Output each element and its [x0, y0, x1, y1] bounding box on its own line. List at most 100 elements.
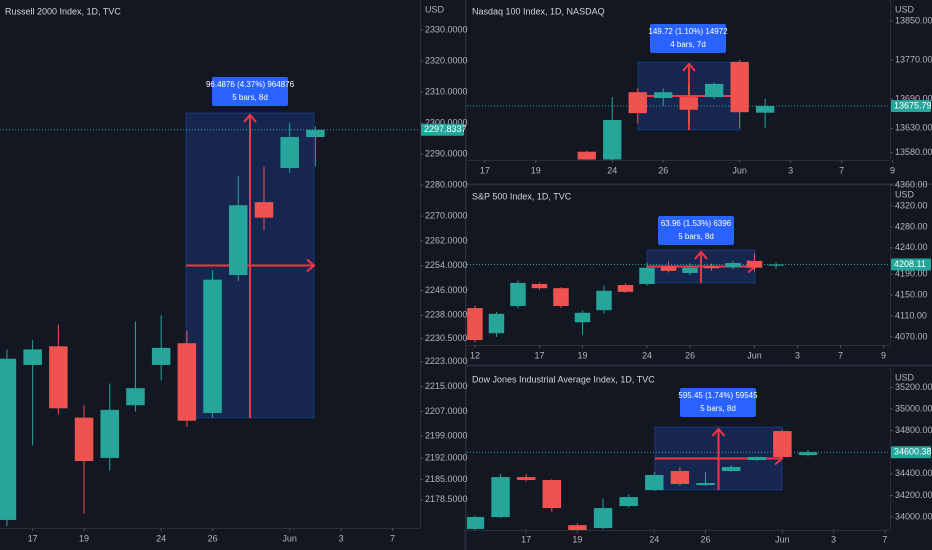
candle-body [755, 105, 775, 113]
candle-body [628, 92, 647, 114]
y-tick-label: 4070.00 [895, 331, 928, 341]
candle-body [491, 477, 510, 518]
candle-body [639, 267, 655, 284]
y-tick-label: 34400.00 [895, 468, 932, 478]
measure-tooltip [212, 77, 288, 106]
candle-body [577, 151, 596, 160]
x-tick-label: 24 [607, 165, 617, 175]
y-tick-label: 2320.0000 [425, 55, 468, 65]
measure-tooltip [650, 24, 726, 53]
x-tick-label: 7 [839, 165, 844, 175]
x-tick-label: 26 [701, 534, 711, 544]
candle-body [725, 263, 741, 268]
y-tick-label: 2246.0000 [425, 285, 468, 295]
candle-body [467, 517, 485, 529]
x-tick-label: Jun [775, 534, 790, 544]
candle-body [798, 452, 818, 456]
y-tick-label: 2185.0000 [425, 474, 468, 484]
x-tick-label: 7 [882, 534, 887, 544]
y-tick-label: 2207.0000 [425, 406, 468, 416]
candle-body [703, 266, 720, 269]
candle-body [768, 264, 784, 266]
x-tick-label: 9 [881, 350, 886, 360]
x-tick-label: 7 [838, 350, 843, 360]
y-tick-label: 2310.0000 [425, 86, 468, 96]
chart-title: Russell 2000 Index, 1D, TVC [5, 6, 121, 16]
candle-body [542, 479, 562, 509]
measure-arrowhead [711, 427, 726, 437]
measure-span: 5 bars, 8d [678, 232, 714, 241]
x-tick-label: 24 [642, 350, 652, 360]
candle-body [306, 129, 325, 138]
y-tick-label: 4240.00 [895, 242, 928, 252]
candle-body [773, 431, 792, 457]
candle-body [679, 97, 698, 110]
x-tick-label: 19 [572, 534, 582, 544]
x-tick-label: 3 [831, 534, 836, 544]
x-tick-label: 26 [208, 533, 218, 543]
x-tick-label: 3 [788, 165, 793, 175]
measure-tooltip [680, 388, 756, 417]
candle-body [510, 282, 526, 306]
chart-title: Nasdaq 100 Index, 1D, NASDAQ [472, 6, 605, 16]
x-tick-label: 12 [470, 350, 480, 360]
y-tick-label: 2223.0000 [425, 356, 468, 366]
candle-body [254, 202, 274, 218]
measure-span: 5 bars, 8d [232, 93, 268, 102]
y-tick-label: 35200.00 [895, 382, 932, 392]
y-tick-label: 13690.00 [895, 93, 932, 103]
x-tick-label: 9 [890, 165, 895, 175]
measure-change: 63.96 (1.53%) 6396 [661, 219, 732, 228]
candle-body [74, 417, 94, 462]
candle-body [645, 475, 664, 491]
candle-body [603, 120, 622, 160]
candle-body [553, 288, 569, 306]
currency-label: USD [425, 4, 445, 14]
measure-arrowhead [243, 113, 257, 123]
candle-body [177, 343, 197, 421]
candle-body [49, 346, 68, 409]
measure-change: 149.72 (1.10%) 14972 [648, 27, 728, 36]
candle-body [151, 347, 171, 365]
candle-body [696, 483, 715, 486]
candle-body [280, 137, 299, 169]
y-tick-label: 2192.0000 [425, 452, 468, 462]
currency-label: USD [895, 372, 915, 382]
current-price-tag [891, 99, 931, 112]
y-tick-label: 4150.00 [895, 289, 928, 299]
currency-label: USD [895, 189, 915, 199]
y-tick-label: 13850.00 [895, 15, 932, 25]
current-price-tag [891, 446, 931, 459]
y-tick-label: 2280.0000 [425, 179, 468, 189]
y-tick-label: 2330.0000 [425, 24, 468, 34]
chart-title: S&P 500 Index, 1D, TVC [472, 191, 572, 201]
candle-body [619, 497, 638, 507]
candle-body [730, 61, 749, 113]
x-tick-label: 26 [658, 165, 668, 175]
currency-label: USD [895, 4, 915, 14]
measure-change: 96.4876 (4.37%) 964876 [206, 80, 295, 89]
candle-body [568, 525, 587, 530]
candle-body [721, 467, 741, 472]
candle-body [593, 508, 613, 529]
candle-body [23, 349, 42, 365]
x-tick-label: 7 [390, 533, 395, 543]
y-tick-label: 2270.0000 [425, 210, 468, 220]
x-tick-label: Jun [282, 533, 297, 543]
y-tick-label: 4110.00 [895, 310, 927, 320]
candle-body [126, 388, 145, 406]
measure-arrowhead [682, 62, 696, 72]
x-tick-label: Jun [732, 165, 747, 175]
measure-change: 595.45 (1.74%) 59545 [678, 391, 758, 400]
candle-body [574, 312, 591, 323]
candle-body [596, 290, 612, 311]
x-tick-label: 3 [795, 350, 800, 360]
candle-body [705, 83, 724, 98]
measure-span: 4 bars, 7d [670, 40, 706, 49]
x-tick-label: 17 [534, 350, 544, 360]
candle-body [100, 409, 120, 458]
y-tick-label: 4280.00 [895, 221, 928, 231]
y-tick-label: 2262.0000 [425, 235, 468, 245]
candle-body [229, 205, 248, 276]
candle-body [746, 260, 763, 268]
